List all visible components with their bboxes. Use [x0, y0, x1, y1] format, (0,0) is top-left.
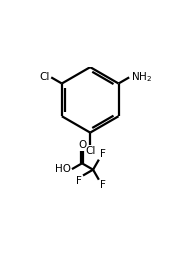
- Text: F: F: [100, 149, 106, 159]
- Text: HO: HO: [55, 164, 71, 174]
- Text: NH$_2$: NH$_2$: [131, 70, 152, 84]
- Text: Cl: Cl: [85, 146, 95, 156]
- Text: F: F: [100, 180, 106, 190]
- Text: F: F: [76, 176, 82, 186]
- Text: O: O: [78, 140, 86, 150]
- Text: Cl: Cl: [39, 72, 50, 82]
